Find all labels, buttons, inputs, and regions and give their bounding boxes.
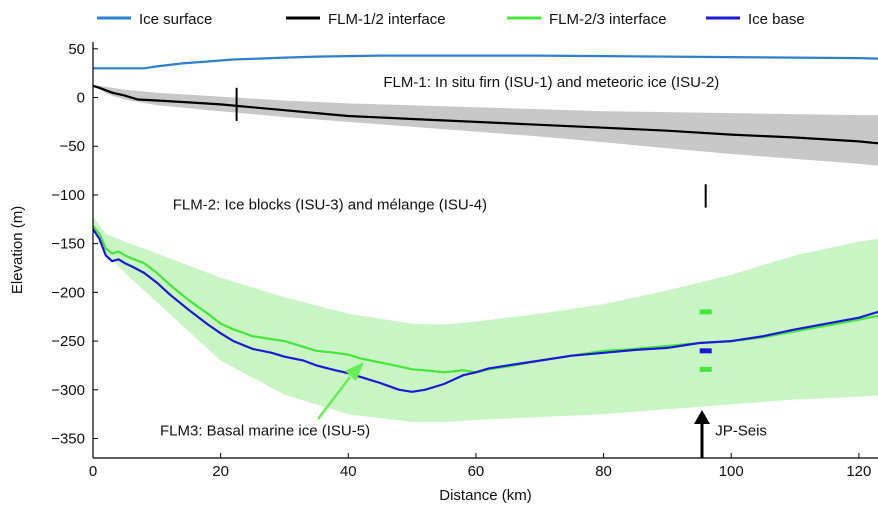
annotation-arrow-head-jp-seis (694, 410, 710, 424)
legend-label-ice-surface: Ice surface (139, 11, 212, 28)
series-line-ice-base (92, 228, 878, 393)
x-tick-label: 0 (89, 463, 97, 480)
series-line-ice-surface (93, 54, 878, 70)
x-axis-label: Distance (km) (439, 487, 532, 504)
legend-label-flm-2-3-interface: FLM-2/3 interface (549, 11, 667, 28)
y-tick-label: 50 (68, 41, 85, 58)
y-tick-label: −200 (51, 284, 85, 301)
annotation-flm-1-in-situ-firn-isu-1-and-m: FLM-1: In situ firn (ISU-1) and meteoric… (383, 74, 719, 91)
y-tick-label: 0 (77, 90, 85, 107)
uncertainty-bands (93, 84, 878, 422)
legend-label-ice-base: Ice base (748, 11, 805, 28)
markers (235, 87, 712, 372)
x-tick-label: 80 (595, 463, 612, 480)
annotation-flm-2-ice-blocks-isu-3-and-m-l: FLM-2: Ice blocks (ISU-3) and mélange (I… (173, 197, 487, 214)
x-tick-label: 20 (212, 463, 229, 480)
annotation-arrow-head-flm3 (345, 362, 364, 381)
y-axis-label: Elevation (m) (9, 206, 26, 294)
x-tick-label: 120 (846, 463, 871, 480)
series-line-flm-2-3-interface (92, 225, 878, 374)
y-tick-label: −50 (60, 138, 85, 155)
series-line-flm-1-2-interface (92, 84, 878, 145)
series-lines (92, 54, 878, 393)
band-flm-1-2-interface (93, 84, 878, 166)
y-tick-label: −250 (51, 333, 85, 350)
annotations: FLM-1: In situ firn (ISU-1) and meteoric… (160, 74, 767, 458)
y-tick-label: −100 (51, 187, 85, 204)
band-flm-2-3-interface (93, 216, 878, 422)
x-tick-label: 100 (719, 463, 744, 480)
y-tick-label: −150 (51, 236, 85, 253)
x-tick-label: 40 (340, 463, 357, 480)
y-tick-label: −350 (51, 431, 85, 448)
annotation-jp-seis: JP-Seis (715, 423, 767, 440)
annotation-flm3-basal-marine-ice-isu-5: FLM3: Basal marine ice (ISU-5) (160, 423, 370, 440)
y-tick-label: −300 (51, 382, 85, 399)
x-tick-label: 60 (468, 463, 485, 480)
annotation-arrow-shaft-flm3 (317, 376, 351, 420)
legend-label-flm-1-2-interface: FLM-1/2 interface (328, 11, 446, 28)
legend: Ice surface FLM-1/2 interface FLM-2/3 inte… (97, 11, 805, 28)
